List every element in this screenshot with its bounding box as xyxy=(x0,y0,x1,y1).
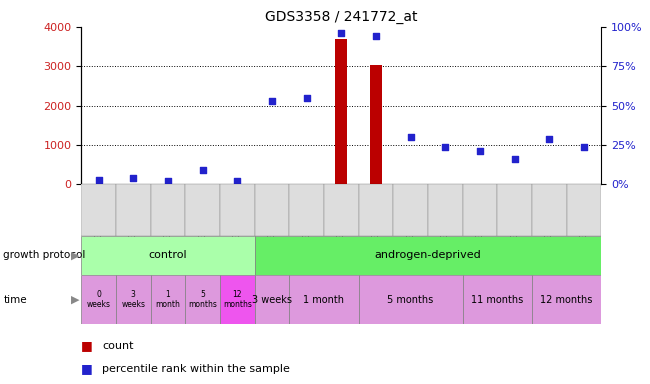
Bar xyxy=(255,236,601,275)
Point xyxy=(474,148,485,154)
Bar xyxy=(324,184,359,236)
Bar xyxy=(359,275,463,324)
Bar xyxy=(255,275,289,324)
Text: androgen-deprived: androgen-deprived xyxy=(374,250,481,260)
Text: ▶: ▶ xyxy=(70,295,79,305)
Title: GDS3358 / 241772_at: GDS3358 / 241772_at xyxy=(265,10,417,25)
Text: 3 weeks: 3 weeks xyxy=(252,295,292,305)
Point xyxy=(198,167,208,173)
Bar xyxy=(81,184,116,236)
Point xyxy=(406,134,416,140)
Point xyxy=(162,178,173,184)
Point xyxy=(128,175,138,181)
Text: 11 months: 11 months xyxy=(471,295,523,305)
Text: 3
weeks: 3 weeks xyxy=(122,290,145,309)
Point xyxy=(336,30,346,36)
Text: count: count xyxy=(102,341,133,351)
Bar xyxy=(497,184,532,236)
Text: 0
weeks: 0 weeks xyxy=(86,290,110,309)
Bar xyxy=(289,275,359,324)
Bar xyxy=(255,184,289,236)
Point xyxy=(370,33,381,40)
Bar xyxy=(335,40,347,184)
Bar xyxy=(463,184,497,236)
Bar xyxy=(532,275,601,324)
Text: ▶: ▶ xyxy=(70,250,79,260)
Text: 1 month: 1 month xyxy=(304,295,344,305)
Bar xyxy=(428,184,463,236)
Point xyxy=(232,178,242,184)
Bar xyxy=(463,275,532,324)
Point xyxy=(578,144,589,150)
Text: ■: ■ xyxy=(81,362,93,375)
Text: percentile rank within the sample: percentile rank within the sample xyxy=(102,364,290,374)
Text: ■: ■ xyxy=(81,339,93,352)
Text: 12 months: 12 months xyxy=(540,295,593,305)
Bar xyxy=(116,184,151,236)
Text: time: time xyxy=(3,295,27,305)
Text: control: control xyxy=(149,250,187,260)
Bar xyxy=(185,275,220,324)
Bar xyxy=(532,184,567,236)
Text: 1
month: 1 month xyxy=(155,290,180,309)
Bar xyxy=(81,275,116,324)
Point xyxy=(544,136,554,142)
Bar xyxy=(370,65,382,184)
Bar xyxy=(393,184,428,236)
Point xyxy=(94,177,104,183)
Bar xyxy=(185,184,220,236)
Point xyxy=(440,144,450,150)
Text: 5 months: 5 months xyxy=(387,295,434,305)
Point xyxy=(302,95,312,101)
Bar xyxy=(220,184,255,236)
Text: growth protocol: growth protocol xyxy=(3,250,86,260)
Bar xyxy=(359,184,393,236)
Point xyxy=(510,156,520,162)
Bar xyxy=(81,236,255,275)
Bar xyxy=(151,184,185,236)
Text: 12
months: 12 months xyxy=(223,290,252,309)
Bar xyxy=(289,184,324,236)
Bar xyxy=(116,275,151,324)
Point xyxy=(266,98,277,104)
Bar xyxy=(220,275,255,324)
Text: 5
months: 5 months xyxy=(188,290,217,309)
Bar xyxy=(151,275,185,324)
Bar xyxy=(567,184,601,236)
